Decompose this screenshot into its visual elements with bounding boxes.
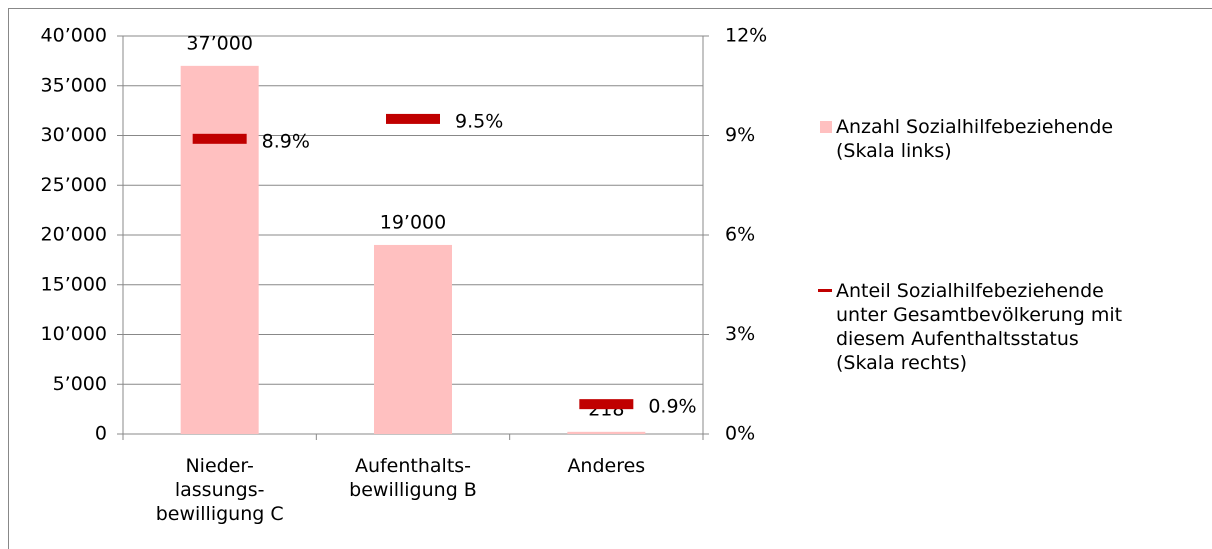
- marker: [579, 399, 634, 410]
- y-tick-label: 30’000: [41, 124, 107, 146]
- y2-tick-label: 9%: [725, 124, 755, 146]
- x-tick-label: Anderes: [567, 455, 646, 477]
- legend-swatch: [818, 289, 832, 292]
- y2-tick-label: 12%: [725, 25, 767, 47]
- chart-frame: [8, 8, 1212, 549]
- marker-value-label: 0.9%: [648, 396, 696, 418]
- bar: [180, 65, 259, 434]
- y-tick-label: 20’000: [41, 224, 107, 246]
- marker: [386, 113, 440, 124]
- legend-label: Anzahl Sozialhilfebeziehende (Skala link…: [836, 116, 1114, 162]
- marker: [192, 133, 247, 144]
- legend-swatch: [820, 121, 832, 133]
- y2-tick-label: 0%: [725, 423, 755, 445]
- bar: [374, 244, 452, 434]
- y-tick-label: 10’000: [41, 323, 107, 345]
- bar-value-label: 19’000: [380, 211, 446, 233]
- marker-value-label: 9.5%: [455, 110, 503, 132]
- x-tick-label: Aufenthalts- bewilligung B: [349, 455, 477, 501]
- y-tick-label: 5’000: [53, 373, 107, 395]
- y-tick-label: 35’000: [41, 74, 107, 96]
- y2-tick-label: 3%: [725, 323, 755, 345]
- y2-tick-label: 6%: [725, 224, 755, 246]
- x-tick-label: Nieder- lassungs- bewilligung C: [155, 455, 284, 525]
- y-tick-label: 25’000: [41, 174, 107, 196]
- y-tick-label: 40’000: [41, 25, 107, 47]
- marker-value-label: 8.9%: [262, 130, 310, 152]
- y-tick-label: 15’000: [41, 273, 107, 295]
- legend-label: Anteil Sozialhilfebeziehende unter Gesam…: [836, 280, 1123, 374]
- y-tick-label: 0: [95, 423, 107, 445]
- bar: [567, 431, 646, 434]
- bar-value-label: 37’000: [186, 32, 252, 54]
